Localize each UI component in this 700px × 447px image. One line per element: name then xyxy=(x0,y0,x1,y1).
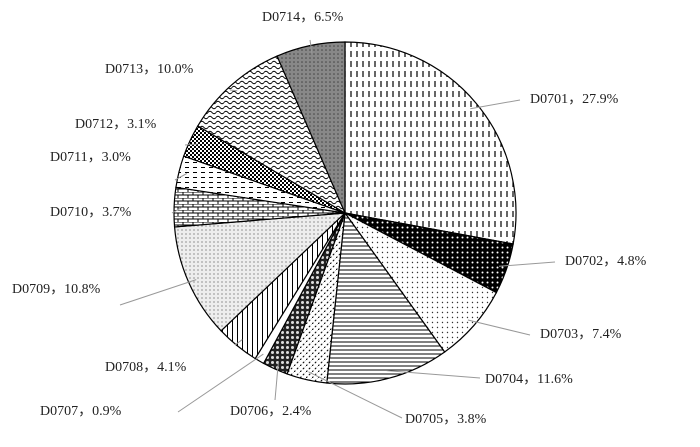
data-label: D0709，10.8% xyxy=(12,282,101,297)
leader-line xyxy=(119,279,197,306)
leader-line xyxy=(184,143,198,146)
pie-slice xyxy=(173,212,347,332)
leader-line xyxy=(177,353,264,413)
leader-line xyxy=(174,173,188,181)
leader-line xyxy=(234,339,243,346)
data-label: D0705，3.8% xyxy=(405,412,487,427)
data-label: D0702，4.8% xyxy=(565,254,647,269)
leader-line xyxy=(309,39,313,54)
data-label: D0710，3.7% xyxy=(50,205,132,220)
leader-line xyxy=(171,206,183,214)
leader-line xyxy=(274,361,279,401)
leader-line xyxy=(308,371,403,419)
pie-slice xyxy=(344,41,517,245)
data-label: D0701，27.9% xyxy=(530,92,619,107)
data-label: D0707，0.9% xyxy=(40,404,122,419)
data-label: D0704，11.6% xyxy=(485,372,573,387)
data-label: D0714，6.5% xyxy=(262,10,344,25)
data-label: D0706，2.4% xyxy=(230,404,312,419)
pie-slice xyxy=(326,211,446,385)
data-label: D0708，4.1% xyxy=(105,360,187,375)
data-label: D0713，10.0% xyxy=(105,62,194,77)
pie-slice xyxy=(196,55,347,215)
data-label: D0712，3.1% xyxy=(75,117,157,132)
leader-line xyxy=(470,99,521,110)
leader-line xyxy=(499,261,556,267)
leader-line xyxy=(386,370,481,379)
data-label: D0703，7.4% xyxy=(540,327,622,342)
leader-line xyxy=(467,319,531,336)
data-label: D0711，3.0% xyxy=(50,150,131,165)
leader-line xyxy=(229,89,238,92)
